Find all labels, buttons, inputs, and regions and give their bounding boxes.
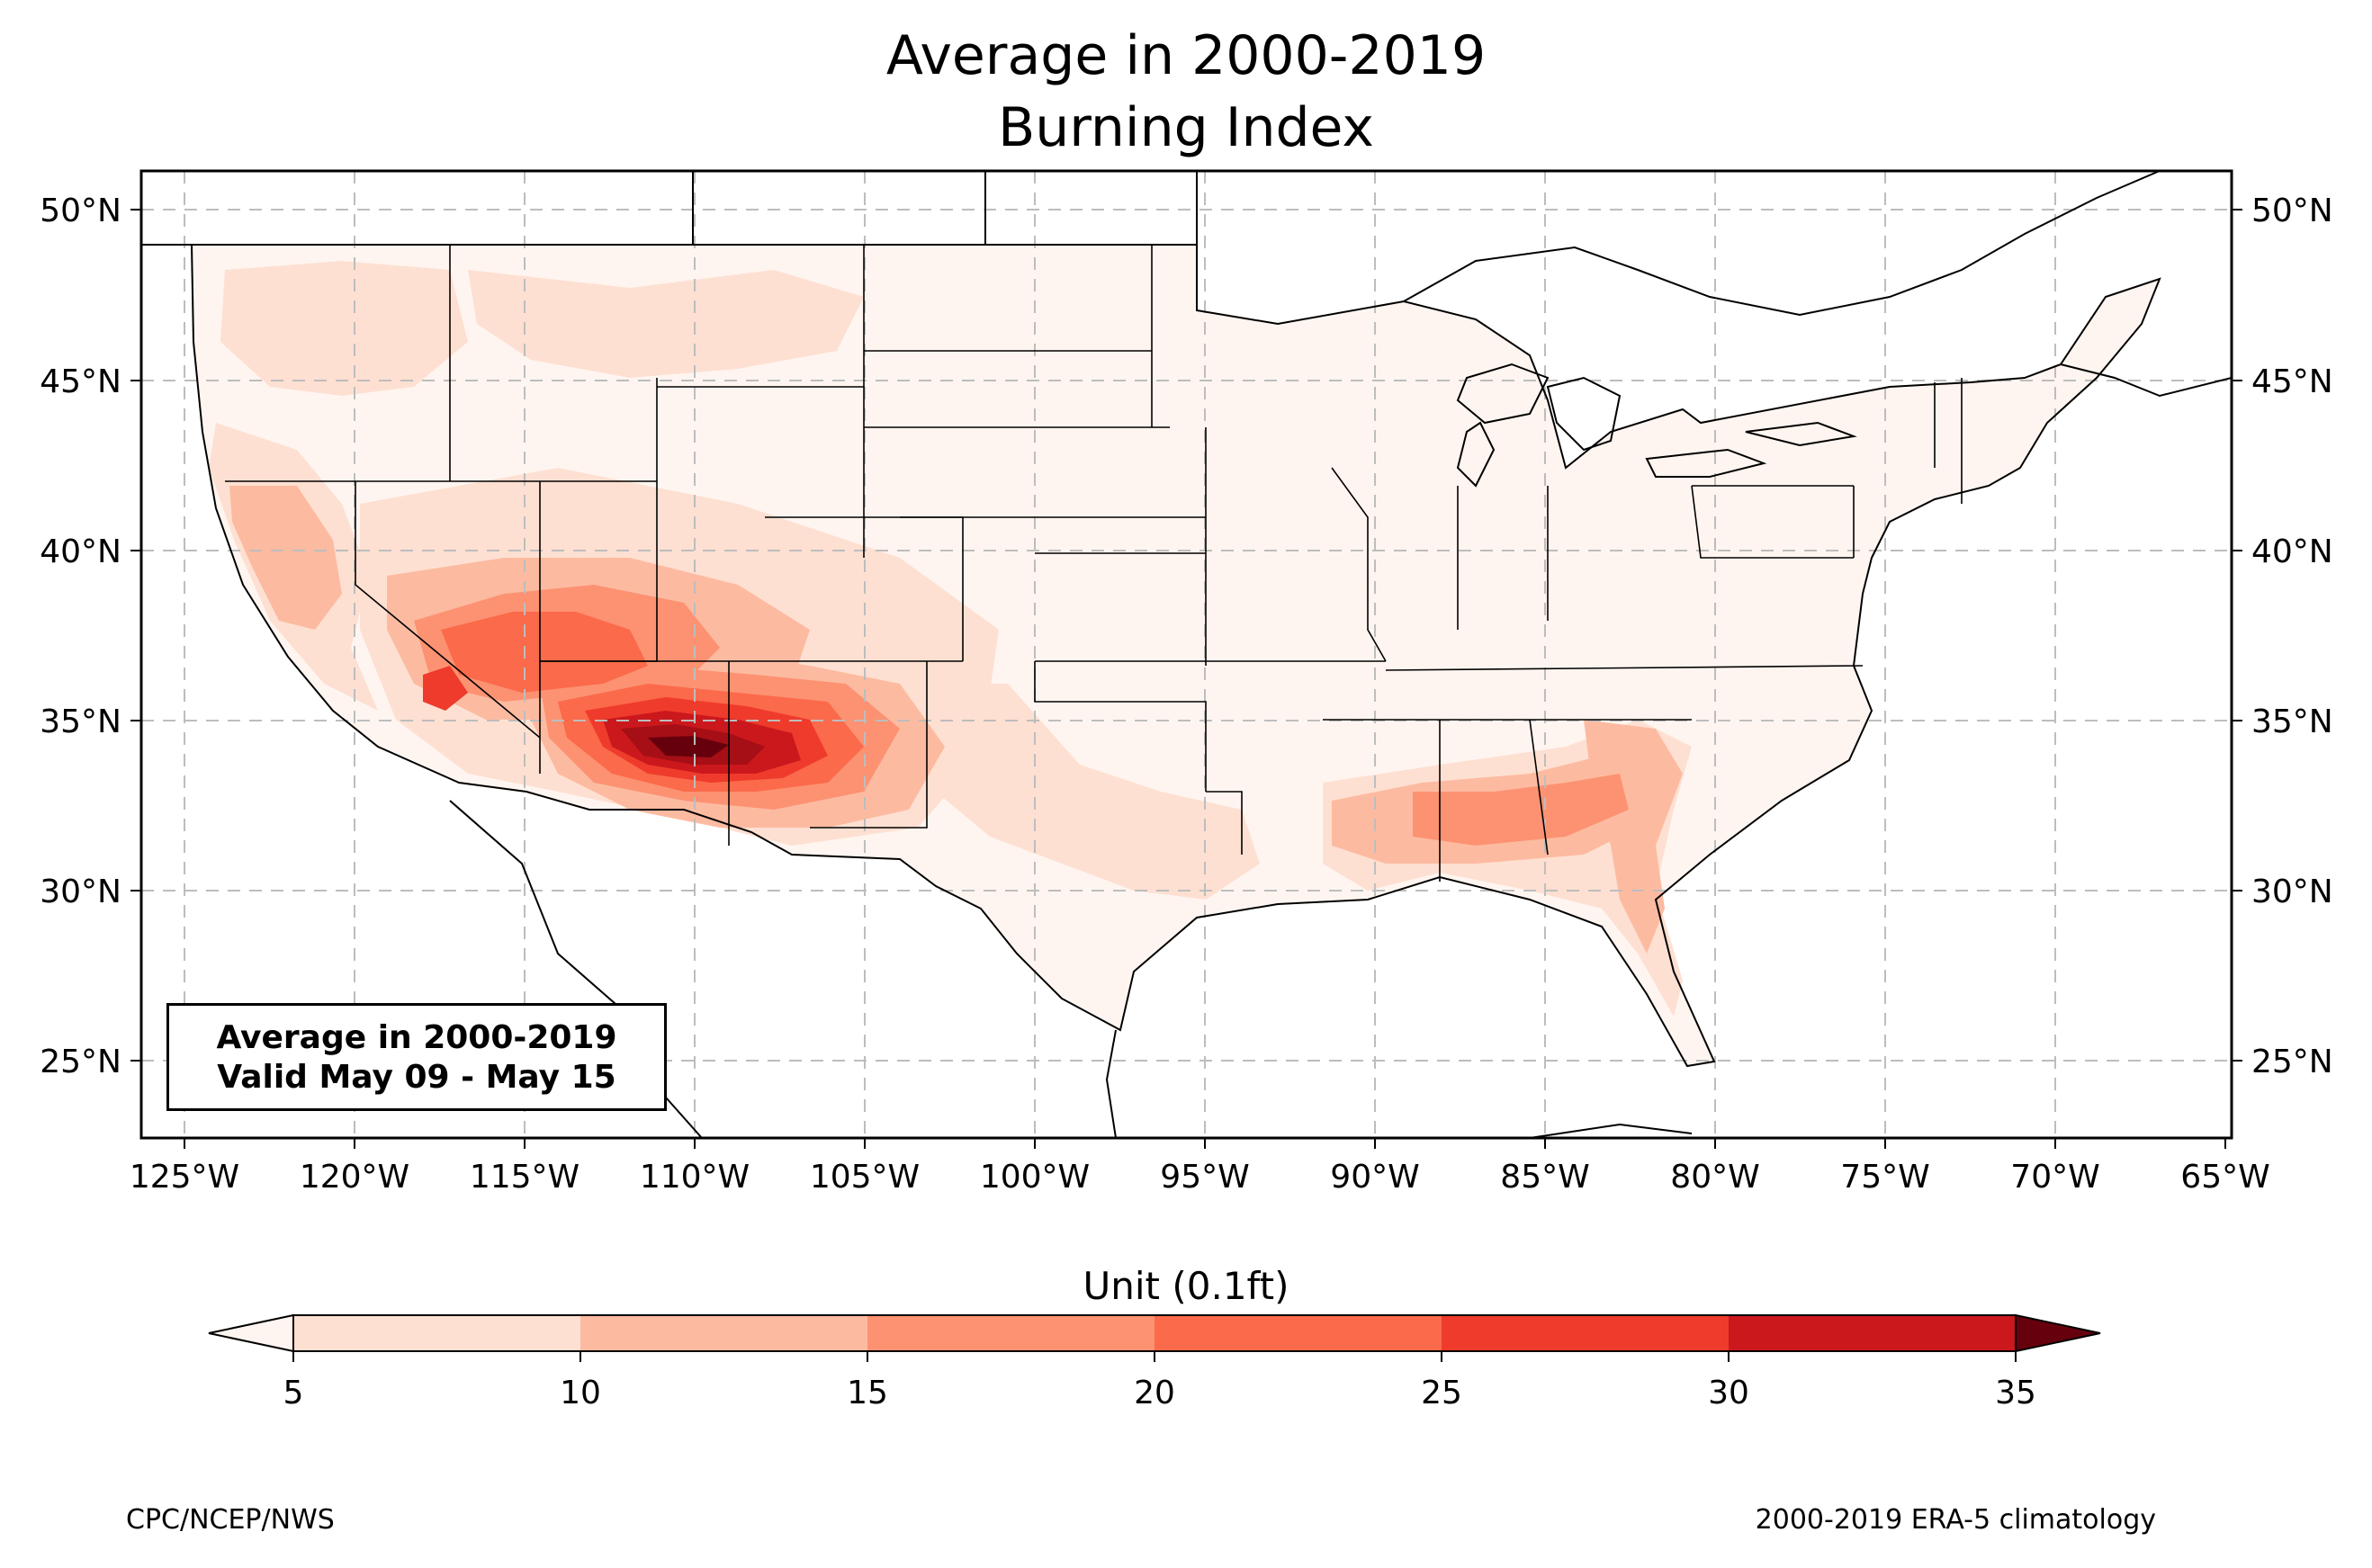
validity-line-2: Valid May 09 - May 15 <box>217 1059 616 1096</box>
colorbar-tick-label: 35 <box>1995 1375 2036 1411</box>
lon-tick-marks <box>184 1138 2226 1149</box>
lat-tick-label: 50°N <box>2251 193 2333 229</box>
colorbar-segment <box>1729 1315 2016 1351</box>
lat-tick-label: 40°N <box>2251 533 2333 570</box>
colorbar-tick-label: 20 <box>1134 1375 1175 1411</box>
colorbar-label: Unit (0.1ft) <box>1083 1264 1289 1308</box>
colorbar-segment <box>1442 1315 1729 1351</box>
nevada-peak <box>423 666 468 711</box>
colorbar-segment <box>1155 1315 1442 1351</box>
lat-tick-label: 35°N <box>2251 703 2333 740</box>
lon-tick-label: 70°W <box>2010 1159 2099 1196</box>
colorbar-segment <box>580 1315 867 1351</box>
lon-tick-label: 75°W <box>1840 1159 1929 1196</box>
lat-tick-label: 25°N <box>2251 1044 2333 1080</box>
conus-region <box>192 245 2160 1066</box>
lon-tick-label: 115°W <box>470 1159 580 1196</box>
colorbar-segment <box>293 1315 580 1351</box>
northern-rockies-band <box>468 270 864 378</box>
map-area <box>141 171 2232 1138</box>
footer-climatology: 2000-2019 ERA-5 climatology <box>1755 1504 2156 1536</box>
colorbar-tick-label: 10 <box>560 1375 601 1411</box>
lat-tick-label: 40°N <box>40 533 121 570</box>
lat-tick-labels-left: 50°N 45°N 40°N 35°N 30°N 25°N <box>40 193 121 1080</box>
lon-tick-label: 105°W <box>810 1159 920 1196</box>
southern-plains-band <box>936 684 1260 900</box>
lon-tick-labels: 125°W 120°W 115°W 110°W 105°W 100°W 95°W… <box>130 1159 2270 1196</box>
lon-tick-label: 110°W <box>640 1159 750 1196</box>
pacific-nw-band <box>220 261 468 396</box>
colorbar-tick-label: 25 <box>1421 1375 1462 1411</box>
lon-tick-label: 65°W <box>2180 1159 2269 1196</box>
lon-tick-label: 95°W <box>1160 1159 1249 1196</box>
lat-tick-marks <box>130 209 2242 1062</box>
boundaries <box>141 171 2232 1138</box>
lat-tick-labels-right: 50°N 45°N 40°N 35°N 30°N 25°N <box>2251 193 2333 1080</box>
colorbar: 5 10 15 20 25 30 35 <box>208 1313 2101 1411</box>
colorbar-under-arrow <box>208 1313 294 1353</box>
colorbar-segment <box>867 1315 1155 1351</box>
arizona-extreme <box>648 736 729 757</box>
lat-tick-label: 45°N <box>40 363 121 400</box>
lon-tick-label: 125°W <box>130 1159 239 1196</box>
colorbar-tick-label: 15 <box>847 1375 888 1411</box>
chart-title: Average in 2000-2019 <box>885 24 1487 87</box>
colorbar-tick-label: 5 <box>283 1375 304 1411</box>
lat-tick-label: 35°N <box>40 703 121 740</box>
validity-line-1: Average in 2000-2019 <box>216 1019 617 1056</box>
lon-tick-label: 100°W <box>980 1159 1090 1196</box>
lat-tick-label: 50°N <box>40 193 121 229</box>
utah-nevada-core <box>441 612 648 693</box>
footer-source: CPC/NCEP/NWS <box>126 1504 335 1536</box>
colorbar-tick-label: 30 <box>1708 1375 1749 1411</box>
lon-tick-label: 90°W <box>1330 1159 1419 1196</box>
lat-tick-label: 45°N <box>2251 363 2333 400</box>
lon-tick-label: 120°W <box>300 1159 409 1196</box>
lat-tick-label: 25°N <box>40 1044 121 1080</box>
state-borders <box>225 245 1963 882</box>
lon-tick-label: 85°W <box>1500 1159 1589 1196</box>
lon-tick-label: 80°W <box>1670 1159 1759 1196</box>
california-core <box>229 486 342 630</box>
map-frame <box>139 169 2233 1140</box>
validity-box: Average in 2000-2019 Valid May 09 - May … <box>166 1003 667 1111</box>
lat-tick-label: 30°N <box>2251 874 2333 910</box>
lat-tick-label: 30°N <box>40 874 121 910</box>
chart-subtitle: Burning Index <box>998 96 1374 159</box>
colorbar-over-arrow <box>2015 1313 2101 1353</box>
alabama-georgia-hot <box>1413 774 1629 846</box>
